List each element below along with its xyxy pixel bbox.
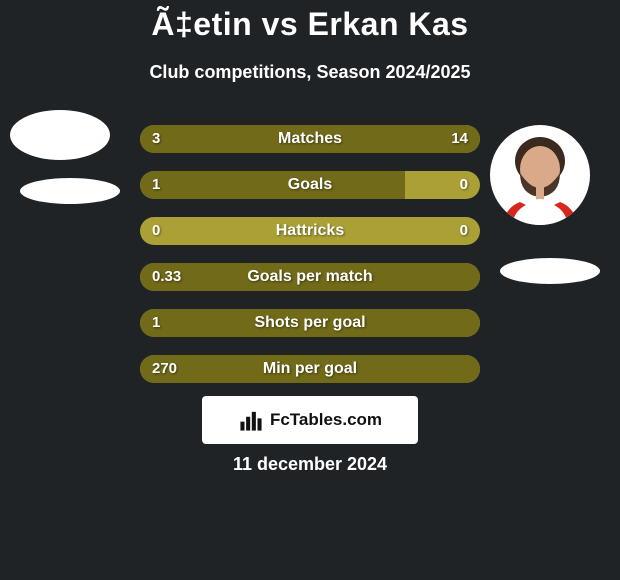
comparison-infographic: Ã‡etin vs Erkan Kas Club competitions, S… xyxy=(0,0,620,580)
stat-value-left: 3 xyxy=(152,125,160,153)
stat-value-left: 0 xyxy=(152,217,160,245)
stat-value-left: 1 xyxy=(152,309,160,337)
stat-bars: Matches314Goals10Hattricks00Goals per ma… xyxy=(140,125,480,401)
stat-label: Shots per goal xyxy=(140,309,480,337)
stat-value-right: 0 xyxy=(460,217,468,245)
player-left-avatar xyxy=(10,110,110,160)
stat-value-right: 0 xyxy=(460,171,468,199)
stat-row: Matches3 14 xyxy=(140,125,480,153)
stat-value-left: 270 xyxy=(152,355,177,383)
stat-label: Matches xyxy=(140,125,480,153)
page-subtitle: Club competitions, Season 2024/2025 xyxy=(0,62,620,83)
stat-label: Goals xyxy=(140,171,480,199)
stat-value-left: 1 xyxy=(152,171,160,199)
stat-value-right: 14 xyxy=(451,125,468,153)
player-left-shadow xyxy=(20,178,120,204)
stat-row: Hattricks0 0 xyxy=(140,217,480,245)
stat-row: Min per goal270 xyxy=(140,355,480,383)
stat-row: Shots per goal1 xyxy=(140,309,480,337)
player-right-shadow xyxy=(500,258,600,284)
stat-label: Goals per match xyxy=(140,263,480,291)
stat-label: Hattricks xyxy=(140,217,480,245)
avatar-icon xyxy=(490,125,590,225)
stat-row: Goals1 0 xyxy=(140,171,480,199)
branding-text: FcTables.com xyxy=(270,410,382,430)
stat-value-left: 0.33 xyxy=(152,263,181,291)
page-title: Ã‡etin vs Erkan Kas xyxy=(0,6,620,43)
date-text: 11 december 2024 xyxy=(0,454,620,475)
branding-badge: FcTables.com xyxy=(202,396,418,444)
bar-chart-icon xyxy=(238,407,264,433)
stat-label: Min per goal xyxy=(140,355,480,383)
player-right-avatar xyxy=(490,125,590,225)
stat-row: Goals per match0.33 xyxy=(140,263,480,291)
